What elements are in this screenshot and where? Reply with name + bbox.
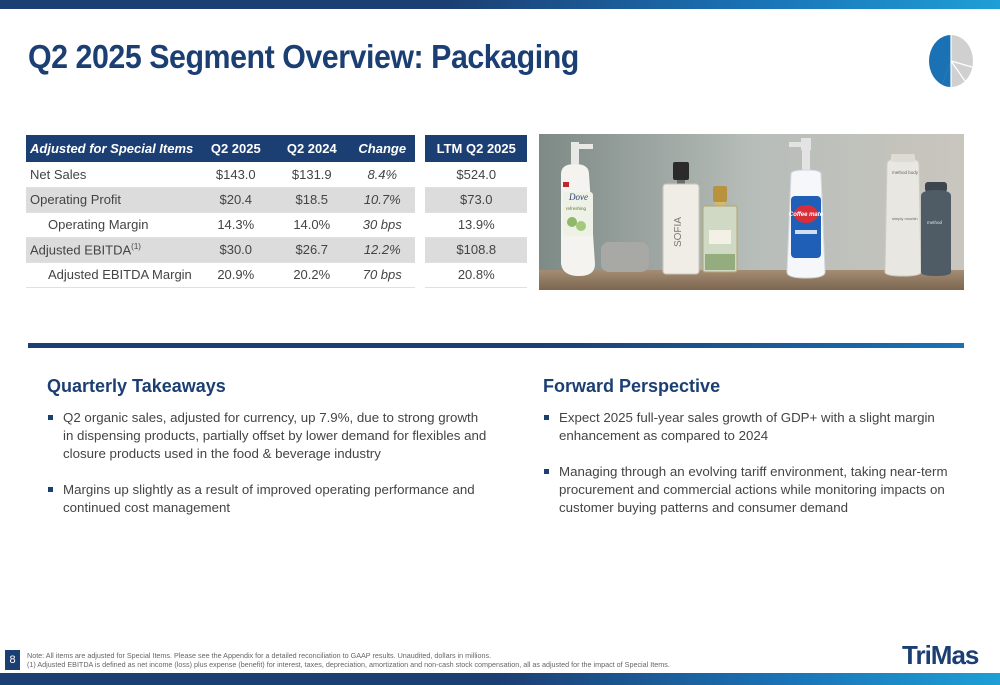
cell-q2-2025: $20.4 [197, 187, 275, 213]
financial-table: Adjusted for Special Items Q2 2025 Q2 20… [26, 135, 528, 288]
cell-ltm: 20.8% [425, 262, 528, 288]
trimas-logo: TriMas [902, 640, 979, 670]
method-label: method [927, 220, 943, 225]
row-label: Net Sales [26, 162, 198, 188]
simply-nourish-label: simply nourish [892, 216, 918, 221]
row-label: Operating Profit [26, 187, 198, 213]
refreshing-label: refreshing [566, 206, 587, 211]
cell-q2-2025: 14.3% [197, 212, 275, 238]
perspective-list: Expect 2025 full-year sales growth of GD… [543, 409, 968, 535]
cell-q2-2024: $131.9 [274, 162, 350, 188]
cell-change: 70 bps [349, 262, 416, 288]
footnote-ref: (1) [131, 241, 141, 251]
row-label: Adjusted EBITDA(1) [26, 237, 198, 263]
method-body-label: method body [892, 170, 919, 175]
dove-label: Dove [568, 192, 588, 202]
list-item: Expect 2025 full-year sales growth of GD… [543, 409, 968, 445]
list-item: Managing through an evolving tariff envi… [543, 463, 968, 517]
cell-q2-2024: $18.5 [274, 187, 350, 213]
footnote-note: Note: All items are adjusted for Special… [27, 651, 492, 660]
pie-chart-icon [929, 35, 973, 87]
row-label: Adjusted EBITDA Margin [26, 262, 198, 288]
cell-ltm: $108.8 [425, 237, 528, 263]
product-photo: Dove refreshing SOFIA Coffee mate method… [539, 134, 964, 290]
cell-q2-2024: 20.2% [274, 262, 350, 288]
cell-ltm: 13.9% [425, 212, 528, 238]
header-ltm: LTM Q2 2025 [425, 135, 528, 162]
header-q2-2025: Q2 2025 [197, 135, 275, 162]
table-row: Adjusted EBITDA Margin 20.9% 20.2% 70 bp… [26, 262, 528, 288]
perspective-title: Forward Perspective [543, 376, 721, 396]
list-item: Margins up slightly as a result of impro… [47, 481, 487, 517]
list-item: Q2 organic sales, adjusted for currency,… [47, 409, 487, 463]
takeaways-list: Q2 organic sales, adjusted for currency,… [47, 409, 487, 535]
row-label: Operating Margin [26, 212, 198, 238]
table-header-row: Adjusted for Special Items Q2 2025 Q2 20… [26, 135, 528, 162]
page-number: 8 [5, 650, 20, 670]
cell-change: 8.4% [349, 162, 416, 188]
top-accent-bar [0, 0, 1000, 9]
cell-change: 30 bps [349, 212, 416, 238]
coffee-mate-label: Coffee mate [789, 212, 824, 218]
header-q2-2024: Q2 2024 [274, 135, 350, 162]
cell-q2-2024: $26.7 [274, 237, 350, 263]
cell-change: 10.7% [349, 187, 416, 213]
row-label-text: Adjusted EBITDA [30, 242, 132, 258]
table-row: Operating Profit $20.4 $18.5 10.7% $73.0 [26, 187, 528, 213]
cell-q2-2025: $30.0 [197, 237, 275, 263]
cell-ltm: $524.0 [425, 162, 528, 188]
cell-change: 12.2% [349, 237, 416, 263]
section-divider [28, 343, 964, 348]
header-label: Adjusted for Special Items [26, 135, 198, 162]
footnote-1: (1) Adjusted EBITDA is defined as net in… [27, 660, 670, 669]
takeaways-title: Quarterly Takeaways [47, 376, 226, 396]
cell-q2-2025: 20.9% [197, 262, 275, 288]
footnotes: Note: All items are adjusted for Special… [27, 651, 670, 669]
table-row: Adjusted EBITDA(1) $30.0 $26.7 12.2% $10… [26, 237, 528, 263]
cell-q2-2025: $143.0 [197, 162, 275, 188]
cell-q2-2024: 14.0% [274, 212, 350, 238]
table-row: Operating Margin 14.3% 14.0% 30 bps 13.9… [26, 212, 528, 238]
header-change: Change [349, 135, 416, 162]
table-row: Net Sales $143.0 $131.9 8.4% $524.0 [26, 162, 528, 188]
sofia-label: SOFIA [673, 217, 684, 247]
cell-ltm: $73.0 [425, 187, 528, 213]
bottom-accent-bar [0, 673, 1000, 685]
page-title: Q2 2025 Segment Overview: Packaging [28, 38, 579, 75]
